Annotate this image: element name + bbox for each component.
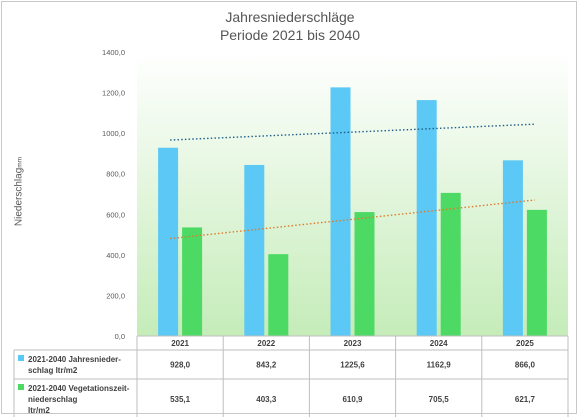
- table-cell-value: 866,0: [515, 361, 536, 370]
- bar: [330, 87, 351, 336]
- x-tick-label: 2021: [171, 339, 189, 348]
- bar: [268, 254, 289, 336]
- legend-key: [18, 355, 24, 361]
- table-cell-value: 610,9: [342, 395, 363, 404]
- bar: [244, 164, 265, 336]
- table-cell-value: 1162,9: [427, 361, 452, 370]
- table-cell-value: 843,2: [256, 361, 277, 370]
- x-tick-label: 2023: [344, 339, 362, 348]
- legend-label: 2021-2040 Vegetationszeit-: [28, 384, 130, 393]
- bar: [416, 100, 437, 336]
- legend-label: schlag ltr/m2: [28, 366, 78, 375]
- table-cell-value: 403,3: [256, 395, 277, 404]
- bar: [158, 147, 179, 336]
- y-tick-label: 400,0: [106, 251, 125, 260]
- legend-label: ltr/m2: [28, 406, 50, 415]
- legend-label: niederschlag: [28, 395, 77, 404]
- x-tick-label: 2025: [516, 339, 534, 348]
- bar: [502, 160, 523, 336]
- y-tick-label: 1200,0: [102, 89, 125, 98]
- y-tick-label: 200,0: [106, 291, 125, 300]
- trendline: [170, 123, 535, 141]
- table-cell-value: 535,1: [170, 395, 191, 404]
- x-tick-label: 2022: [257, 339, 275, 348]
- table-cell-value: 705,5: [429, 395, 450, 404]
- bar: [440, 192, 461, 336]
- legend-key: [18, 384, 24, 390]
- legend-label: 2021-2040 Jahresnieder-: [28, 355, 121, 364]
- y-tick-label: 600,0: [106, 210, 125, 219]
- chart-subtitle: Periode 2021 bis 2040: [219, 27, 361, 43]
- bar: [354, 212, 375, 336]
- chart-title: Jahresniederschläge: [225, 9, 355, 25]
- table-cell-value: 1225,6: [340, 361, 365, 370]
- bar: [526, 209, 547, 336]
- y-tick-label: 1000,0: [102, 129, 125, 138]
- y-tick-label: 0,0: [115, 332, 125, 341]
- x-tick-label: 2024: [430, 339, 448, 348]
- bar: [182, 227, 203, 336]
- plot-area: [137, 52, 568, 336]
- table-cell-value: 621,7: [515, 395, 536, 404]
- table-cell-value: 928,0: [170, 361, 191, 370]
- y-tick-label: 1400,0: [102, 48, 125, 57]
- y-tick-label: 800,0: [106, 170, 125, 179]
